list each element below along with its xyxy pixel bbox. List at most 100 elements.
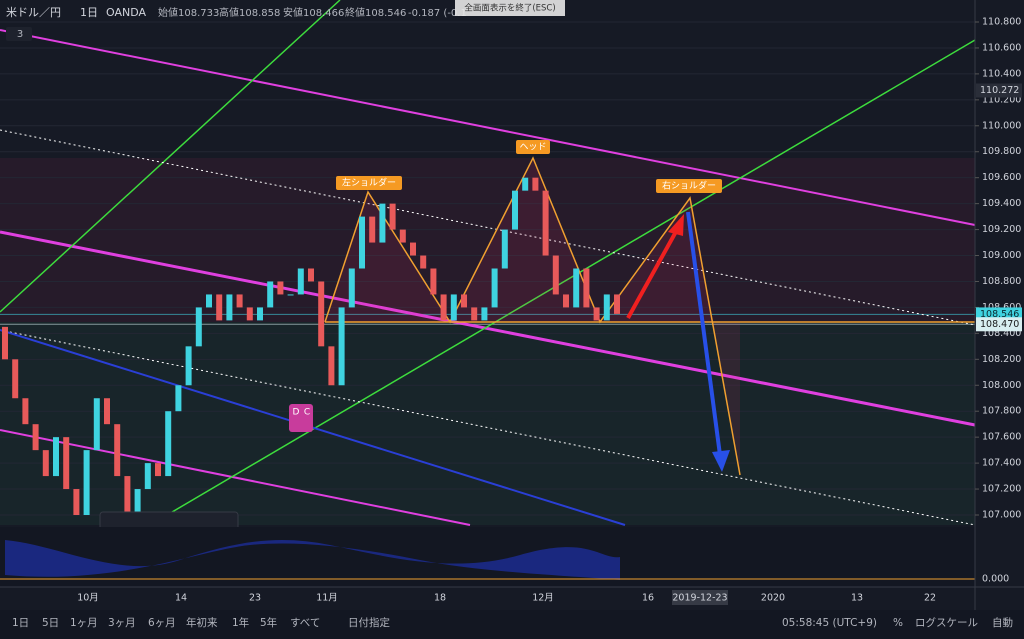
x-tick-label: 14 xyxy=(175,593,187,604)
range-button[interactable]: すべて xyxy=(290,617,320,629)
candle-body xyxy=(440,294,447,321)
banner-text[interactable]: 全画面表示を終了(ESC) xyxy=(464,3,555,14)
candle-body xyxy=(583,268,590,308)
candle-body xyxy=(206,294,212,308)
price-axis: 110.800 110.600 110.400 110.200 110.000 109.8… xyxy=(975,17,1022,521)
candle-body xyxy=(552,255,559,295)
auto-scale[interactable]: 自動 xyxy=(992,616,1013,629)
drawings xyxy=(0,0,976,526)
arrow xyxy=(626,227,680,319)
candle-body xyxy=(53,437,59,477)
y-tick-label: 108.000 xyxy=(982,380,1021,391)
x-tick-label: 18 xyxy=(434,593,446,604)
y-tick-label: 107.800 xyxy=(982,406,1021,417)
arrow-head xyxy=(712,450,730,472)
candle-body xyxy=(236,294,243,308)
interval: 1日 xyxy=(80,6,98,19)
y-tick-label: 109.400 xyxy=(982,198,1021,209)
arrow xyxy=(686,211,722,456)
indicator-count[interactable]: 3 xyxy=(17,29,23,40)
candle-body xyxy=(287,294,294,296)
candle-body xyxy=(318,281,325,347)
candle-body xyxy=(450,294,457,321)
indicator-toggle[interactable] xyxy=(6,27,32,41)
candle-body xyxy=(12,359,19,399)
candle-body xyxy=(379,203,386,243)
y-tick-label: 108.600 xyxy=(982,302,1021,313)
range-button[interactable]: 年初来 xyxy=(186,616,218,629)
trendline xyxy=(0,329,976,526)
y-tick-label: 108.800 xyxy=(982,276,1021,287)
candle-body xyxy=(155,463,161,477)
x-tick-label: 13 xyxy=(851,593,863,604)
date-range[interactable]: 日付指定 xyxy=(348,616,390,629)
ohlc: 始値108.733 xyxy=(158,6,219,19)
candle-body xyxy=(277,281,284,295)
candle-body xyxy=(22,398,29,425)
y-tick-label: 110.800 xyxy=(982,17,1021,28)
candle-body xyxy=(512,190,518,230)
price-badge-label: 108.546 xyxy=(980,309,1019,320)
candle-body xyxy=(246,307,253,321)
candle-body xyxy=(63,437,70,490)
candle-body xyxy=(32,424,39,451)
y-tick-label: 110.400 xyxy=(982,68,1021,79)
candle-body xyxy=(165,411,172,477)
pattern-fill xyxy=(325,158,740,475)
log-scale[interactable]: ログスケール xyxy=(915,616,978,629)
candle-body xyxy=(134,489,141,528)
candle-body xyxy=(216,294,223,321)
x-tick-label: 10月 xyxy=(77,593,99,604)
range-button[interactable]: 3ヶ月 xyxy=(108,617,136,629)
range-button[interactable]: 5年 xyxy=(260,616,277,629)
annotation: D xyxy=(293,408,300,418)
y-tick-label: 108.200 xyxy=(982,354,1021,365)
change: -0.187 (-0.1 xyxy=(408,8,467,19)
y-tick-label: 108.400 xyxy=(982,328,1021,339)
candle-body xyxy=(399,229,406,243)
candle-body xyxy=(175,385,182,412)
candle-body xyxy=(144,463,151,490)
ohlc: 安値108.466 xyxy=(283,6,344,19)
candle-body xyxy=(410,242,416,256)
range-button[interactable]: 1日 xyxy=(12,617,29,629)
candle-body xyxy=(430,268,437,295)
percent[interactable]: % xyxy=(893,617,903,629)
oscillator-label: 0.000 xyxy=(982,574,1009,585)
trendline xyxy=(0,429,471,526)
range-button[interactable]: 5日 xyxy=(42,617,59,629)
annotation-box xyxy=(656,179,722,193)
candle-body xyxy=(522,177,529,191)
y-tick-label: 109.000 xyxy=(982,250,1021,261)
annotation-box xyxy=(516,140,550,154)
candle-body xyxy=(328,346,335,386)
ohlc: 高値108.858 xyxy=(219,6,280,19)
range-button[interactable]: 1ヶ月 xyxy=(70,617,98,629)
time-axis: 10月 14 23 11月 18 12月 16 2019-12-23 2020 13 22 xyxy=(77,590,936,605)
candle-body xyxy=(338,307,345,386)
zone xyxy=(0,158,975,322)
y-tick-label: 109.800 xyxy=(982,146,1021,157)
dc-marker xyxy=(289,404,313,432)
range-button[interactable]: 6ヶ月 xyxy=(148,617,176,629)
annotation-box xyxy=(336,176,402,190)
candle-body xyxy=(297,268,304,295)
candle-body xyxy=(420,255,427,269)
candle-body xyxy=(603,294,610,321)
candle-body xyxy=(563,294,569,308)
range-button[interactable]: 1年 xyxy=(232,616,249,629)
candle-body xyxy=(614,294,620,314)
banner[interactable] xyxy=(455,0,565,16)
x-tick-label: 23 xyxy=(249,593,261,604)
annotation: 右ショルダー xyxy=(662,180,716,192)
candle-body xyxy=(348,268,355,308)
y-tick-label: 107.600 xyxy=(982,432,1021,443)
candle-body xyxy=(185,346,192,386)
symbol: 米ドル／円 xyxy=(6,6,61,19)
candle-body xyxy=(195,307,202,347)
y-tick-label: 110.200 xyxy=(982,94,1021,105)
candles xyxy=(2,177,620,528)
candle-body xyxy=(573,268,580,308)
